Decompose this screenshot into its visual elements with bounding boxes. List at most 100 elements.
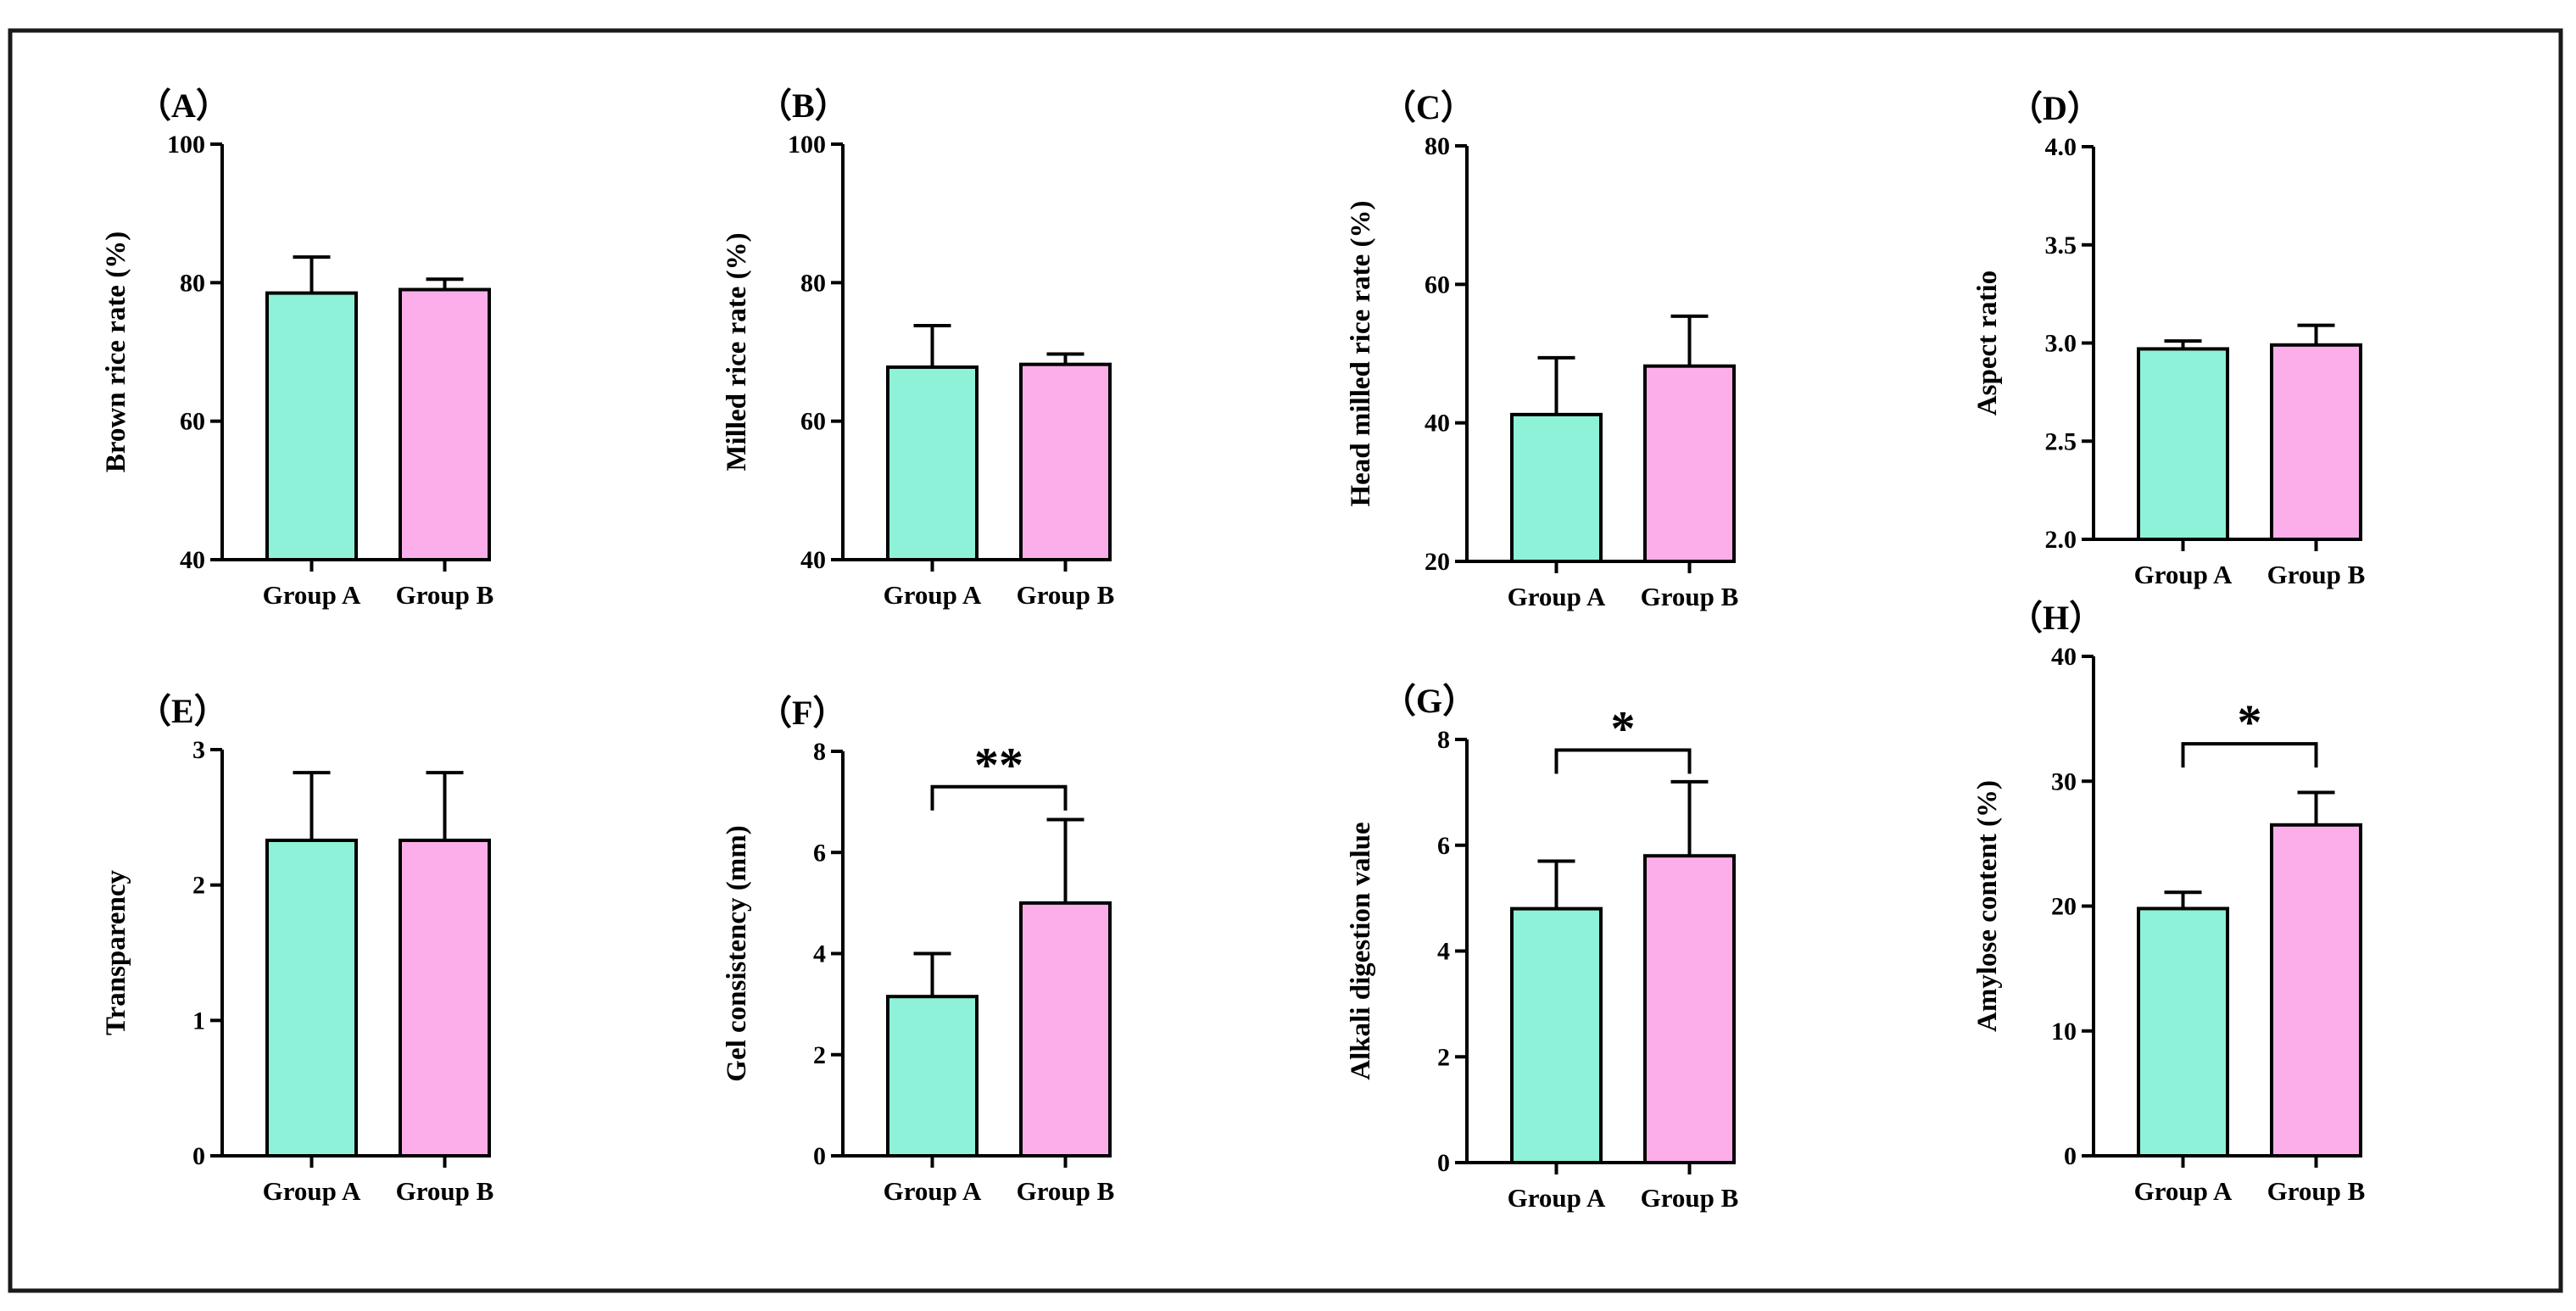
bar-group-b [1019, 901, 1112, 1158]
y-axis-label: Head milled rice rate (%) [1346, 200, 1376, 506]
y-tick-label: 4 [813, 940, 826, 968]
y-tick-label: 40 [2051, 643, 2077, 671]
significance-bracket [2181, 742, 2318, 768]
y-axis-label: Amylose content (%) [1972, 780, 2003, 1032]
y-tick-label: 3.0 [2045, 330, 2077, 358]
x-tick-label: Group B [1017, 1176, 1115, 1206]
y-tick-label: 80 [800, 269, 826, 297]
y-tick-label: 20 [1425, 548, 1450, 576]
y-tick-label: 60 [1425, 271, 1450, 298]
x-tick-label: Group B [396, 580, 494, 610]
panel-label: （D） [2009, 89, 2101, 127]
y-tick-label: 1 [192, 1007, 205, 1035]
bar-group-a [265, 291, 358, 561]
y-tick-label: 40 [1425, 410, 1450, 438]
x-tick-label: Group B [1641, 582, 1739, 611]
bar-group-b [1643, 364, 1736, 564]
y-tick-label: 2.5 [2045, 427, 2077, 455]
y-tick-label: 0 [192, 1142, 205, 1170]
y-tick-label: 4.0 [2045, 133, 2077, 161]
panel-label: （A） [137, 86, 230, 125]
y-axis-label: Milled rice rate (%) [722, 232, 752, 471]
y-tick-label: 100 [788, 131, 826, 159]
panel-label: （H） [2009, 599, 2103, 637]
y-tick-label: 2 [192, 872, 205, 900]
bar-group-a [886, 365, 979, 562]
y-tick-label: 0 [1437, 1149, 1450, 1177]
bar-group-b [1019, 362, 1112, 562]
panel-label: （G） [1382, 682, 1476, 720]
x-tick-label: Group B [396, 1176, 494, 1206]
y-tick-label: 40 [180, 546, 205, 574]
significance-marker: ** [974, 738, 1023, 793]
bar-group-a [2137, 347, 2229, 541]
significance-bracket [1554, 748, 1692, 774]
y-axis-label: Alkali digestion value [1346, 822, 1376, 1079]
panel-a: （A） Brown rice rate (%) Group A Group B 40 60… [101, 86, 493, 610]
y-tick-label: 0 [813, 1142, 826, 1170]
y-axis-label: Brown rice rate (%) [101, 232, 131, 472]
x-tick-label: Group A [884, 580, 982, 610]
significance-marker: * [1611, 700, 1636, 756]
y-tick-label: 10 [2051, 1018, 2077, 1046]
x-tick-label: Group A [2134, 560, 2233, 589]
y-tick-label: 2 [1437, 1043, 1450, 1071]
bar-group-a [1510, 412, 1603, 563]
panel-label: （B） [758, 86, 849, 125]
y-tick-label: 6 [813, 839, 826, 867]
y-tick-label: 20 [2051, 893, 2077, 921]
y-tick-label: 6 [1437, 832, 1450, 860]
panel-e: （E） Transparency Group A Group B 0 1 2 3 [101, 692, 493, 1206]
y-tick-label: 100 [167, 131, 205, 159]
bar-group-a [265, 838, 358, 1158]
y-tick-label: 2.0 [2045, 526, 2077, 554]
panel-label: （C） [1382, 88, 1475, 126]
panel-f: （F） Gel consistency (mm) Group A Group B 0 2 4… [722, 694, 1114, 1206]
y-tick-label: 2 [813, 1041, 826, 1069]
bar-group-a [886, 995, 979, 1158]
y-tick-label: 3.5 [2045, 232, 2077, 259]
y-tick-label: 60 [180, 408, 205, 436]
panel-g: （G） Alkali digestion value Group A Group B 0… [1346, 682, 1738, 1213]
x-tick-label: Group A [263, 1176, 361, 1206]
y-tick-label: 60 [800, 408, 826, 436]
y-tick-label: 4 [1437, 938, 1450, 966]
y-axis-label: Transparency [101, 870, 131, 1035]
x-tick-label: Group B [1641, 1183, 1739, 1213]
y-tick-label: 40 [800, 546, 826, 574]
y-tick-label: 30 [2051, 767, 2077, 795]
bar-group-a [1510, 907, 1603, 1164]
y-tick-label: 0 [2064, 1142, 2077, 1170]
y-tick-label: 8 [813, 738, 826, 766]
x-tick-label: Group B [2267, 1176, 2366, 1206]
y-axis-label: Gel consistency (mm) [722, 825, 752, 1081]
y-tick-label: 80 [1425, 132, 1450, 160]
significance-bracket [930, 784, 1068, 811]
x-tick-label: Group A [884, 1176, 982, 1206]
panel-h: （H） Amylose content (%) Group A Group B 0 10 2… [1972, 599, 2365, 1206]
bar-group-b [2270, 823, 2362, 1158]
panel-c: （C） Head milled rice rate (%) Group A Group… [1346, 88, 1738, 611]
panels-container: （A）Brown rice rate (%)Group A Group B4060… [101, 86, 2365, 1213]
bar-group-b [2270, 343, 2362, 541]
x-tick-label: Group A [263, 580, 361, 610]
y-tick-label: 3 [192, 736, 205, 764]
bar-group-b [399, 838, 491, 1158]
y-axis-label: Aspect ratio [1972, 271, 2003, 416]
panel-label: （E） [137, 692, 228, 730]
x-tick-label: Group A [1508, 1183, 1606, 1213]
panel-b: （B） Milled rice rate (%) Group A Group B 40 6… [722, 86, 1114, 610]
bar-group-b [1643, 854, 1736, 1164]
x-tick-label: Group A [1508, 582, 1606, 611]
panel-d: （D） Aspect ratio Group A Group B 2.0 2.5 3.0 3.… [1972, 89, 2365, 589]
bar-group-b [399, 287, 491, 561]
y-tick-label: 80 [180, 269, 205, 297]
panel-label: （F） [758, 694, 846, 732]
y-tick-label: 8 [1437, 726, 1450, 754]
x-tick-label: Group B [2267, 560, 2366, 589]
significance-marker: * [2238, 695, 2262, 750]
bar-group-a [2137, 907, 2229, 1158]
x-tick-label: Group B [1017, 580, 1115, 610]
x-tick-label: Group A [2134, 1176, 2233, 1206]
